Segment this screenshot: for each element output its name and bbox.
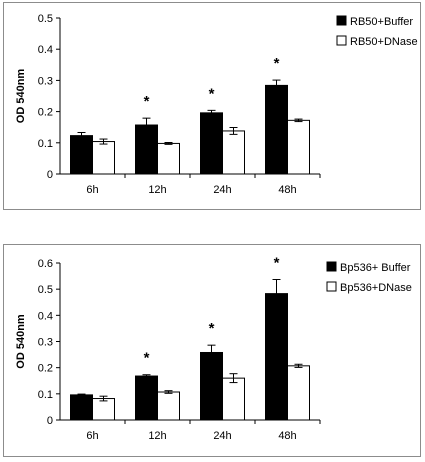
y-tick-label: 0.4 — [38, 310, 53, 322]
chart-top-svg: OD 540nm 0 0.1 0.2 0.3 0.4 0.5 6h 12h * 24h * 48h * RB… — [15, 13, 418, 196]
significance-asterisk: * — [144, 93, 150, 110]
x-tick-label: 24h — [213, 430, 231, 442]
significance-asterisk: * — [274, 254, 280, 271]
bar-buffer — [200, 112, 223, 175]
legend-swatch — [326, 261, 337, 272]
y-tick-label: 0.5 — [38, 284, 53, 296]
significance-asterisk: * — [209, 320, 215, 337]
bar-buffer — [70, 394, 93, 421]
bar-dnase — [92, 398, 115, 421]
bar-buffer — [265, 84, 288, 175]
legend-label: Bp536+DNase — [340, 282, 412, 294]
bar-buffer — [70, 135, 93, 175]
significance-asterisk: * — [274, 55, 280, 72]
bar-dnase — [287, 119, 310, 175]
x-tick-label: 24h — [213, 184, 231, 196]
y-tick-label: 0.3 — [38, 337, 53, 349]
y-tick-label: 0.2 — [38, 107, 53, 119]
bar-dnase — [92, 141, 115, 175]
y-tick-label: 0.5 — [38, 13, 53, 25]
legend-label: RB50+DNase — [350, 36, 418, 48]
chart-bottom-svg: OD 540nm 0 0.1 0.2 0.3 0.4 0.5 0.6 6h 12h * 24h * 48h… — [15, 254, 412, 442]
significance-asterisk: * — [209, 85, 215, 102]
legend-swatch — [336, 15, 347, 26]
legend-label: RB50+Buffer — [350, 16, 413, 28]
x-tick-label: 6h — [86, 430, 98, 442]
legend-swatch — [326, 281, 337, 292]
bar-dnase — [222, 377, 245, 421]
y-tick-label: 0.1 — [38, 389, 53, 401]
chart-panel-top: OD 540nm 0 0.1 0.2 0.3 0.4 0.5 6h 12h * 24h * 48h * RB… — [3, 2, 421, 210]
x-tick-label: 6h — [86, 184, 98, 196]
y-tick-label: 0 — [47, 169, 53, 181]
bar-dnase — [157, 391, 180, 421]
legend-label: Bp536+ Buffer — [340, 262, 411, 274]
bar-buffer — [200, 351, 223, 421]
significance-asterisk: * — [144, 350, 150, 367]
bar-dnase — [157, 142, 180, 175]
bar-buffer — [135, 375, 158, 421]
y-tick-label: 0.2 — [38, 363, 53, 375]
bar-buffer — [265, 293, 288, 421]
bar-dnase — [222, 130, 245, 175]
legend-swatch — [336, 35, 347, 46]
y-tick-label: 0.3 — [38, 75, 53, 87]
y-tick-label: 0.1 — [38, 138, 53, 150]
y-tick-label: 0.4 — [38, 44, 53, 56]
y-axis-title: OD 540nm — [15, 69, 27, 124]
y-tick-label: 0.6 — [38, 258, 53, 270]
chart-panel-bottom: OD 540nm 0 0.1 0.2 0.3 0.4 0.5 0.6 6h 12h * 24h * 48h… — [3, 244, 421, 457]
x-tick-label: 12h — [148, 430, 166, 442]
x-tick-label: 48h — [278, 184, 296, 196]
x-tick-label: 48h — [278, 430, 296, 442]
y-tick-label: 0 — [47, 415, 53, 427]
x-tick-label: 12h — [148, 184, 166, 196]
bar-dnase — [287, 365, 310, 421]
y-axis-title: OD 540nm — [15, 314, 27, 369]
